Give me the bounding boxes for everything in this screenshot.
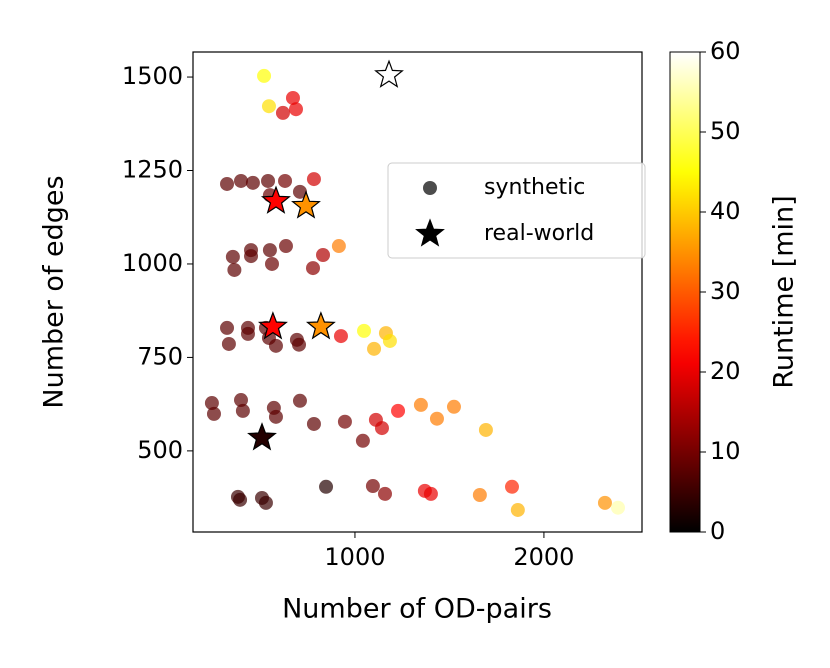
point <box>423 486 438 501</box>
point <box>292 393 307 408</box>
star-point <box>305 311 336 340</box>
point <box>292 184 307 199</box>
point <box>355 433 370 448</box>
point <box>233 173 248 188</box>
point <box>268 409 283 424</box>
colorbar-tick-label: 40 <box>710 197 741 225</box>
point <box>204 396 219 411</box>
point <box>611 500 626 515</box>
point <box>478 422 493 437</box>
point <box>235 403 250 418</box>
point <box>504 479 519 494</box>
point <box>264 256 279 271</box>
y-axis-label: Number of edges <box>39 175 70 408</box>
point <box>227 262 242 277</box>
point <box>331 239 346 254</box>
point <box>221 336 236 351</box>
colorbar-label: Runtime [min] <box>769 195 800 388</box>
point <box>262 243 277 258</box>
colorbar-tick-label: 30 <box>710 277 741 305</box>
star-point <box>374 59 404 88</box>
point <box>382 333 397 348</box>
point <box>278 239 293 254</box>
point <box>429 411 444 426</box>
point <box>261 99 276 114</box>
colorbar-tick-label: 0 <box>710 517 725 545</box>
point <box>374 421 389 436</box>
plot-frame <box>192 51 643 533</box>
point <box>367 341 382 356</box>
point <box>319 479 334 494</box>
star-point <box>291 190 321 219</box>
point <box>233 393 248 408</box>
y-tick-label: 750 <box>137 342 183 370</box>
colorbar-tick-label: 10 <box>710 437 741 465</box>
y-tick-label: 1500 <box>122 62 183 90</box>
y-tick-label: 1250 <box>122 156 183 184</box>
point <box>220 320 235 335</box>
point <box>337 414 352 429</box>
x-tick-label: 2000 <box>513 543 574 571</box>
point <box>261 173 276 188</box>
point <box>292 337 307 352</box>
point <box>240 326 255 341</box>
y-tick-label: 1000 <box>122 249 183 277</box>
legend-marker <box>423 181 437 195</box>
point <box>206 406 221 421</box>
point <box>597 495 612 510</box>
point <box>275 105 290 120</box>
point <box>285 90 300 105</box>
point <box>245 175 260 190</box>
point <box>472 487 487 502</box>
point <box>233 492 248 507</box>
point <box>288 102 303 117</box>
point <box>306 416 321 431</box>
point <box>306 172 321 187</box>
point <box>244 249 259 264</box>
x-axis-label: Number of OD-pairs <box>282 594 552 625</box>
legend-label: real-world <box>484 221 594 246</box>
y-tick-label: 500 <box>137 436 183 464</box>
colorbar-tick-label: 20 <box>710 357 741 385</box>
star-point <box>247 422 277 451</box>
point <box>377 486 392 501</box>
colorbar <box>669 51 701 533</box>
point <box>510 502 525 517</box>
legend-marker <box>415 218 445 247</box>
point <box>391 403 406 418</box>
legend-box <box>387 162 646 259</box>
point <box>446 399 461 414</box>
colorbar-tick-label: 50 <box>710 117 741 145</box>
point <box>357 323 372 338</box>
point <box>258 495 273 510</box>
colorbar-tick-label: 60 <box>710 37 741 65</box>
point <box>333 329 348 344</box>
star-point <box>260 185 291 214</box>
legend-label: synthetic <box>484 175 585 200</box>
star-point <box>257 311 288 340</box>
point <box>220 176 235 191</box>
x-tick-label: 1000 <box>324 543 385 571</box>
point <box>278 173 293 188</box>
point <box>365 479 380 494</box>
point <box>316 247 331 262</box>
point <box>413 397 428 412</box>
point <box>305 261 320 276</box>
point <box>257 68 272 83</box>
point <box>225 249 240 264</box>
